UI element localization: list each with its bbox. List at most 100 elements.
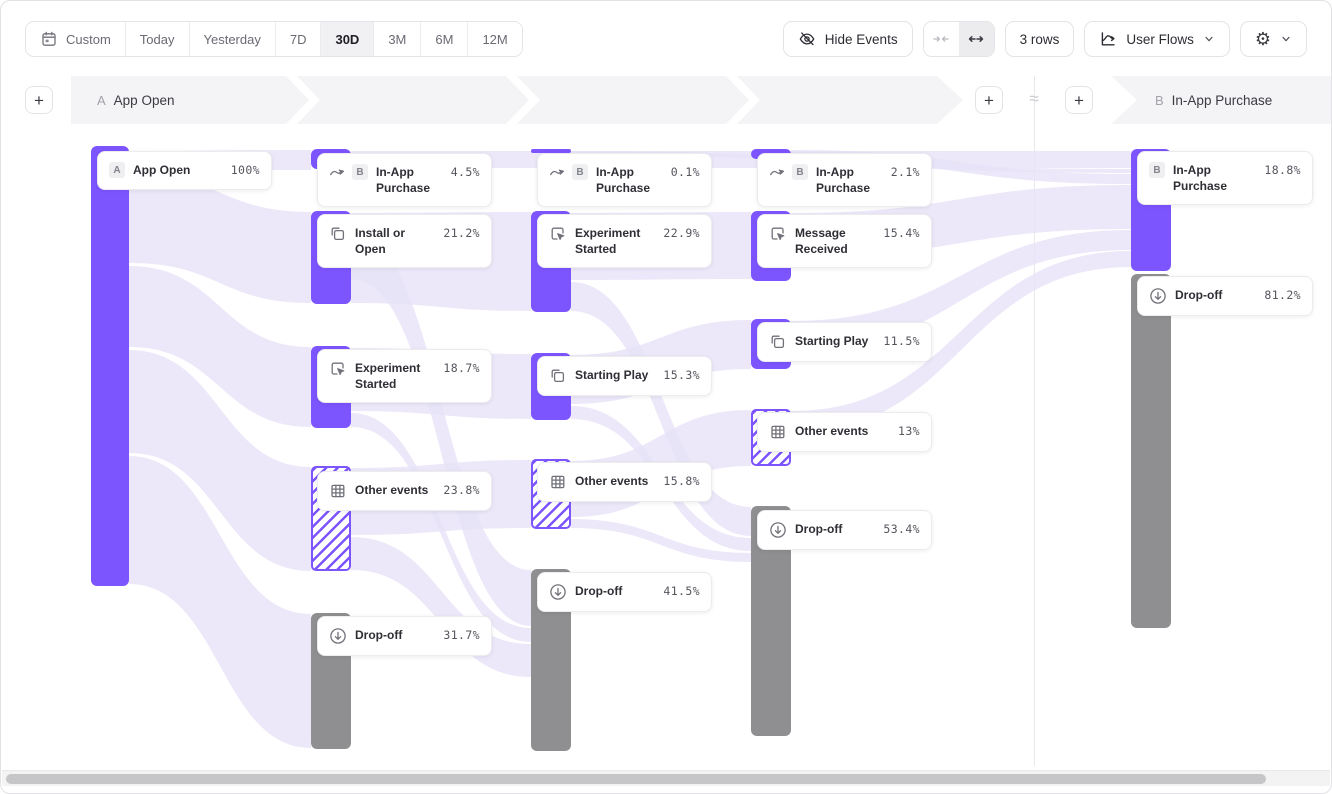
node-label: Drop-off [575, 584, 623, 598]
flow-node-card[interactable]: B In-App Purchase 0.1% [537, 153, 712, 208]
flow-node-card[interactable]: B In-App Purchase 4.5% [317, 153, 492, 208]
step-a-label: App Open [113, 92, 175, 108]
copy-icon [769, 333, 787, 351]
flow-arrow-icon [329, 164, 346, 181]
add-step-start-button[interactable]: + [25, 86, 53, 114]
flow-ribbon [351, 232, 531, 626]
flow-ribbon [571, 282, 751, 536]
node-icon-group: B [1149, 162, 1165, 178]
node-value: 22.9% [663, 226, 700, 240]
flow-node-card[interactable]: Drop-off 31.7% [317, 616, 492, 656]
node-value: 13% [898, 424, 920, 438]
date-range-today[interactable]: Today [125, 22, 190, 56]
node-icon-group [769, 333, 787, 351]
flow-node-card[interactable]: B In-App Purchase 2.1% [757, 153, 932, 208]
flow-node-card[interactable]: Drop-off 81.2% [1137, 276, 1313, 316]
node-label: In-App Purchase [376, 165, 431, 196]
node-icon-group [549, 367, 567, 385]
node-value: 15.4% [883, 226, 920, 240]
toolbar: Custom Today Yesterday 7D 30D 3M 6M 12M Hide Ev… [25, 21, 1307, 57]
flow-ribbon [129, 350, 311, 571]
node-label: In-App Purchase [816, 165, 871, 196]
flow-node-card[interactable]: Install or Open 21.2% [317, 214, 492, 269]
flow-node-card[interactable]: Drop-off 53.4% [757, 510, 932, 550]
node-value: 53.4% [883, 522, 920, 536]
node-value: 18.8% [1264, 163, 1301, 177]
flow-bar-target[interactable] [531, 149, 571, 153]
node-value: 11.5% [883, 334, 920, 348]
node-label: Experiment Started [355, 361, 421, 392]
node-value: 0.1% [670, 165, 700, 179]
add-step-middle-button[interactable]: + [975, 86, 1003, 114]
click-icon [769, 225, 787, 243]
node-value: 100% [230, 163, 260, 177]
node-label: In-App Purchase [596, 165, 651, 196]
flow-node-card[interactable]: Starting Play 11.5% [757, 322, 932, 362]
node-value: 41.5% [663, 584, 700, 598]
dropoff-icon [1149, 287, 1167, 305]
chart-type-dropdown[interactable]: User Flows [1084, 21, 1230, 57]
date-range-12m[interactable]: 12M [468, 22, 522, 56]
node-icon-group: A [109, 162, 125, 178]
node-icon-group [769, 521, 787, 539]
add-step-end-button[interactable]: + [1065, 86, 1093, 114]
flow-node-card[interactable]: A App Open 100% [97, 151, 272, 191]
flow-arrow-icon [769, 164, 786, 181]
date-range-30d[interactable]: 30D [321, 22, 375, 56]
node-icon-group: B [329, 164, 368, 181]
date-range-label: 3M [388, 31, 407, 47]
dropoff-icon [329, 627, 347, 645]
date-range-label: Custom [66, 31, 111, 47]
flow-node-card[interactable]: Drop-off 41.5% [537, 572, 712, 612]
flow-ribbon [129, 266, 311, 427]
dropoff-icon [549, 583, 567, 601]
node-label: Starting Play [575, 368, 649, 382]
flow-node-card[interactable]: Starting Play 15.3% [537, 356, 712, 396]
collapse-columns-button[interactable] [923, 22, 959, 56]
date-range-7d[interactable]: 7D [275, 22, 322, 56]
node-icon-group [769, 423, 787, 441]
eye-off-icon [798, 30, 816, 48]
node-label: Drop-off [1175, 288, 1223, 302]
node-icon-group [769, 225, 787, 243]
date-range-custom[interactable]: Custom [26, 22, 126, 56]
hide-events-button[interactable]: Hide Events [782, 21, 913, 57]
node-label: App Open [133, 163, 191, 177]
rows-button[interactable]: 3 rows [1004, 21, 1075, 57]
node-icon-group [329, 360, 347, 378]
node-value: 23.8% [443, 483, 480, 497]
date-range-3m[interactable]: 3M [374, 22, 422, 56]
flow-node-card[interactable]: Other events 15.8% [537, 462, 712, 502]
hide-events-label: Hide Events [824, 31, 898, 47]
step-a-badge: A [97, 92, 106, 108]
chart-type-label: User Flows [1126, 31, 1194, 47]
flow-node-card[interactable]: Experiment Started 22.9% [537, 214, 712, 269]
step-band-b[interactable]: B In-App Purchase [1111, 76, 1331, 124]
node-label: Starting Play [795, 334, 869, 348]
node-label: Other events [575, 474, 649, 488]
event-badge-b: B [572, 164, 588, 180]
flow-node-card[interactable]: Other events 23.8% [317, 471, 492, 511]
node-label: Drop-off [795, 522, 843, 536]
node-value: 81.2% [1264, 288, 1301, 302]
flow-node-card[interactable]: B In-App Purchase 18.8% [1137, 151, 1313, 206]
flow-node-card[interactable]: Other events 13% [757, 412, 932, 452]
settings-dropdown[interactable]: ⚙ [1239, 21, 1307, 57]
horizontal-scrollbar[interactable] [2, 770, 1330, 786]
date-range-label: 7D [289, 31, 307, 47]
expand-columns-button[interactable] [958, 22, 994, 56]
scrollbar-thumb[interactable] [6, 774, 1266, 784]
node-icon-group [329, 627, 347, 645]
date-range-yesterday[interactable]: Yesterday [189, 22, 276, 56]
date-range-6m[interactable]: 6M [421, 22, 469, 56]
flow-node-card[interactable]: Experiment Started 18.7% [317, 349, 492, 404]
date-range-label: 30D [335, 31, 360, 47]
flow-bar-dropoff[interactable] [1131, 274, 1171, 628]
flow-ribbon [791, 251, 1131, 433]
flow-bar-primary[interactable] [91, 146, 129, 586]
flow-node-card[interactable]: Message Received 15.4% [757, 214, 932, 269]
line-chart-icon [1099, 30, 1117, 48]
node-icon-group: B [549, 164, 588, 181]
event-badge-b: B [352, 164, 368, 180]
